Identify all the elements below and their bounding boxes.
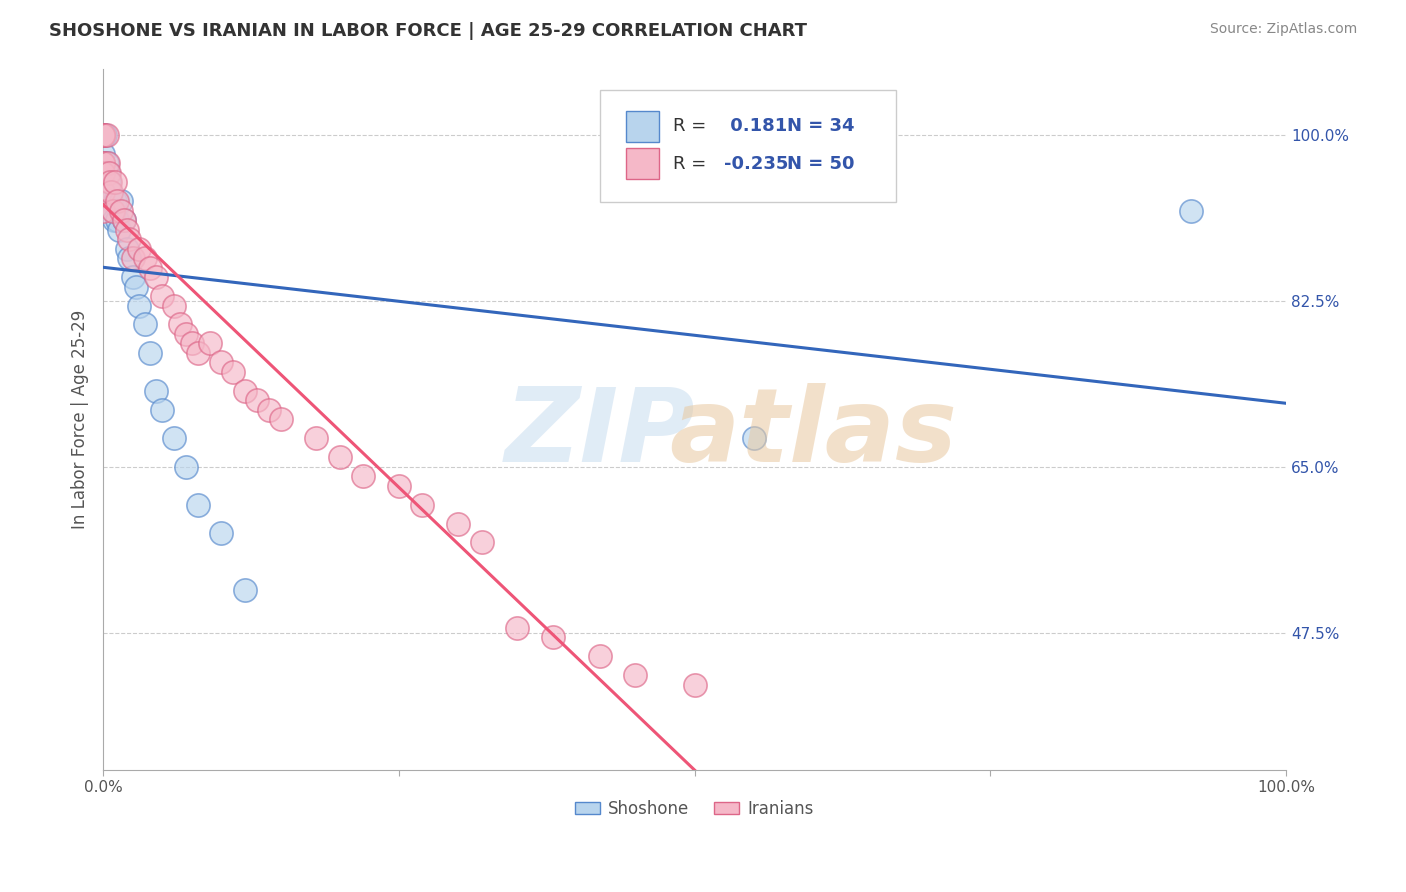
Point [97,156,120,170]
Point [91,185,114,199]
Text: SHOSHONE VS IRANIAN IN LABOR FORCE | AGE 25-29 CORRELATION CHART: SHOSHONE VS IRANIAN IN LABOR FORCE | AGE… [49,22,807,40]
Point [169,318,191,332]
Point [118,232,141,246]
Point [233,582,256,597]
FancyBboxPatch shape [626,111,659,142]
Point [198,336,221,351]
Point [233,384,256,398]
Point [163,298,186,312]
Point [101,203,124,218]
Point [98,166,121,180]
Point [96,128,118,142]
FancyBboxPatch shape [600,89,896,202]
Point [174,459,197,474]
Text: ZIP: ZIP [505,383,695,483]
Point [91,156,114,170]
Point [105,194,128,209]
Text: R =: R = [673,118,713,136]
Text: R =: R = [673,154,713,172]
Point [91,146,114,161]
Point [624,668,647,682]
Point [257,402,280,417]
Point [101,203,124,218]
Point [91,166,114,180]
Point [112,213,135,227]
Point [96,156,118,170]
Point [128,242,150,256]
Point [329,450,352,465]
Point [187,346,209,360]
Point [91,156,114,170]
Point [112,213,135,227]
Point [187,498,209,512]
Y-axis label: In Labor Force | Age 25-29: In Labor Force | Age 25-29 [72,310,89,529]
Point [134,318,156,332]
Point [98,175,121,189]
Point [105,213,128,227]
Point [1180,203,1202,218]
Point [121,270,143,285]
Text: N = 34: N = 34 [787,118,855,136]
Point [91,128,114,142]
Point [110,203,132,218]
Point [115,222,138,236]
Point [97,166,120,180]
Point [94,128,117,142]
Point [388,478,411,492]
Text: 0.181: 0.181 [724,118,787,136]
Point [163,431,186,445]
Point [139,260,162,275]
Text: N = 50: N = 50 [787,154,855,172]
Point [270,412,292,426]
Point [115,242,138,256]
Point [742,431,765,445]
Point [174,326,197,341]
Text: atlas: atlas [669,383,957,483]
Text: Source: ZipAtlas.com: Source: ZipAtlas.com [1209,22,1357,37]
Point [246,393,269,408]
Point [209,526,232,541]
Legend: Shoshone, Iranians: Shoshone, Iranians [568,794,821,825]
Point [506,621,529,635]
Point [91,185,114,199]
Point [91,128,114,142]
Point [134,251,156,265]
Point [100,185,122,199]
Point [91,128,114,142]
Point [145,270,167,285]
Point [589,649,612,664]
Point [209,355,232,369]
Text: -0.235: -0.235 [724,154,789,172]
Point [91,128,114,142]
Point [98,175,121,189]
Point [145,384,167,398]
Point [180,336,202,351]
Point [104,194,127,209]
Point [471,535,494,549]
Point [150,289,173,303]
Point [222,365,245,379]
Point [352,469,374,483]
Point [150,402,173,417]
Point [118,251,141,265]
Point [128,298,150,312]
Point [683,678,706,692]
Point [104,175,127,189]
Point [91,203,114,218]
Point [139,346,162,360]
Point [91,166,114,180]
Point [541,630,564,644]
Point [98,185,121,199]
Point [91,156,114,170]
FancyBboxPatch shape [626,148,659,179]
Point [411,498,433,512]
Point [305,431,328,445]
Point [103,213,125,227]
Point [121,251,143,265]
Point [447,516,470,531]
Point [125,279,148,293]
Point [107,222,129,236]
Point [100,194,122,209]
Point [110,194,132,209]
